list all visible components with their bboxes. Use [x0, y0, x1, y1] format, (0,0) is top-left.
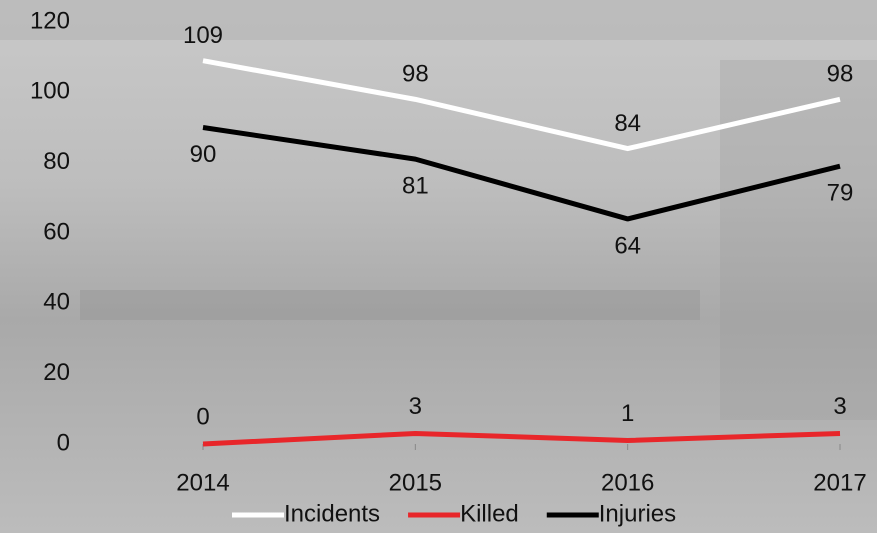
data-label: 79: [827, 180, 854, 207]
data-label: 90: [190, 141, 217, 168]
data-label: 3: [409, 393, 422, 420]
x-tick-label: 2016: [601, 469, 654, 496]
x-tick-label: 2014: [176, 469, 229, 496]
x-tick-label: 2015: [389, 469, 442, 496]
y-tick-label: 40: [43, 289, 70, 316]
chart: 0 20 40 60 80 100 120 2014 2015 2016 2017 109 98 84 98…: [0, 0, 877, 533]
data-label: 1: [621, 400, 634, 427]
background-band: [720, 60, 877, 420]
y-tick-label: 120: [30, 7, 70, 34]
background-band: [80, 290, 700, 320]
background-band: [0, 0, 877, 40]
data-label: 98: [402, 61, 429, 88]
x-tick-label: 2017: [813, 469, 866, 496]
data-label: 84: [614, 110, 641, 137]
data-label: 64: [614, 232, 641, 259]
y-tick-label: 60: [43, 218, 70, 245]
legend-label: Injuries: [599, 500, 676, 527]
y-tick-label: 0: [57, 429, 70, 456]
y-tick-label: 100: [30, 78, 70, 105]
data-label: 0: [196, 403, 209, 430]
y-tick-label: 80: [43, 148, 70, 175]
data-label: 109: [183, 22, 223, 49]
data-label: 3: [833, 393, 846, 420]
legend-label: Killed: [460, 500, 519, 527]
data-label: 81: [402, 172, 429, 199]
y-tick-label: 20: [43, 359, 70, 386]
legend-label: Incidents: [284, 500, 380, 527]
data-label: 98: [827, 61, 854, 88]
